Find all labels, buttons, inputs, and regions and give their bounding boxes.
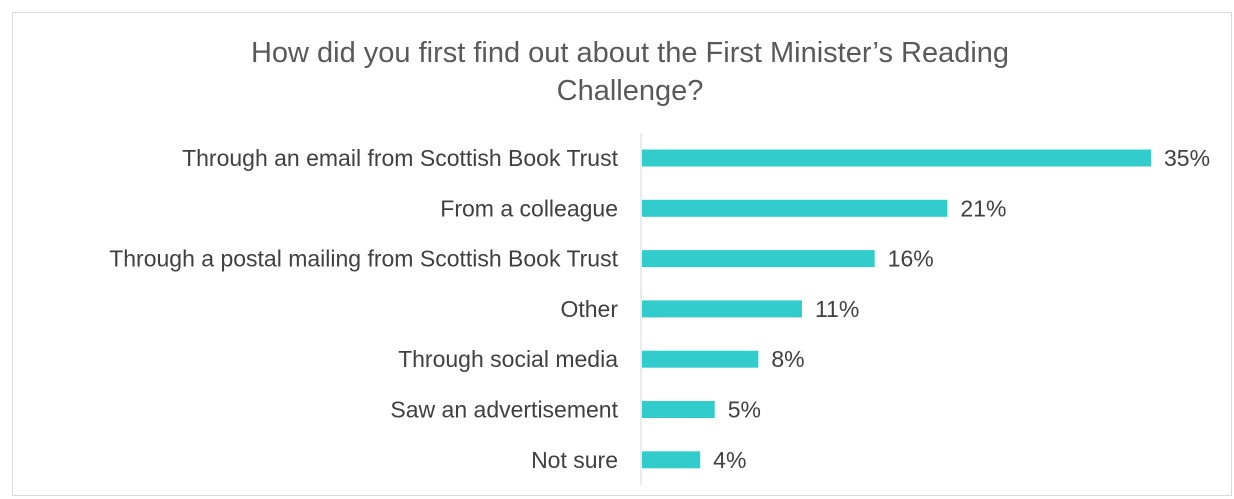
value-label-5: 5% [728, 397, 761, 423]
bar-3 [642, 300, 802, 318]
chart-title-line-1: How did you first find out about the Fir… [250, 37, 1010, 69]
bar-5 [642, 401, 715, 418]
chart-title: How did you first find out about the Fir… [0, 34, 1234, 110]
value-labels-group: 35% 21% 16% 11% 8% 5% 4% [713, 145, 1210, 473]
category-label-0: Through an email from Scottish Book Trus… [182, 145, 619, 171]
value-label-0: 35% [1164, 145, 1210, 171]
value-label-2: 16% [888, 246, 934, 272]
bar-1 [642, 199, 948, 217]
bars-group [642, 149, 1151, 469]
category-label-3: Other [560, 296, 618, 322]
value-label-6: 4% [713, 447, 746, 473]
category-label-2: Through a postal mailing from Scottish B… [109, 246, 618, 272]
category-label-6: Not sure [531, 447, 618, 473]
bar-0 [642, 149, 1151, 167]
bar-2 [642, 250, 875, 268]
chart-title-line-2: Challenge? [556, 75, 704, 107]
chart-frame [12, 12, 1232, 496]
category-label-4: Through social media [398, 346, 618, 372]
category-labels-group: Through an email from Scottish Book Trus… [109, 145, 618, 473]
value-label-4: 8% [771, 346, 804, 372]
value-label-3: 11% [815, 296, 859, 322]
value-label-1: 21% [960, 195, 1006, 221]
category-label-5: Saw an advertisement [390, 397, 618, 423]
bar-6 [642, 451, 701, 469]
bar-4 [642, 350, 759, 368]
category-label-1: From a colleague [440, 195, 618, 221]
